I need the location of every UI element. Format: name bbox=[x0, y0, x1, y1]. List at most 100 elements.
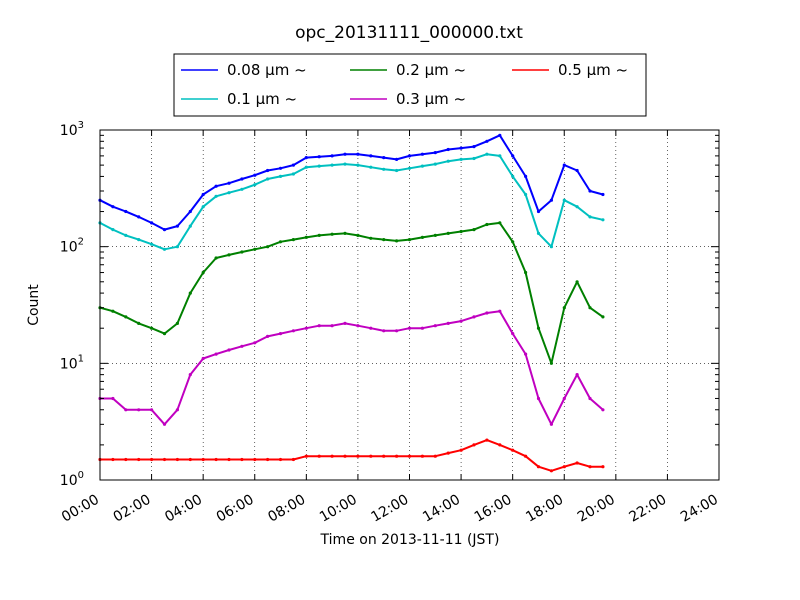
data-point bbox=[601, 192, 605, 197]
data-point bbox=[524, 454, 528, 458]
data-point bbox=[291, 163, 295, 167]
data-point bbox=[369, 154, 373, 158]
data-point bbox=[124, 315, 128, 319]
data-point bbox=[511, 154, 515, 158]
data-point bbox=[601, 408, 605, 412]
data-point bbox=[227, 253, 231, 257]
data-point bbox=[343, 454, 347, 458]
data-point bbox=[227, 191, 231, 195]
data-point bbox=[304, 235, 308, 239]
data-point bbox=[137, 321, 141, 325]
data-point bbox=[253, 183, 257, 187]
legend-label: 0.2 μm ~ bbox=[396, 61, 466, 79]
data-point bbox=[291, 457, 295, 462]
data-point bbox=[356, 324, 360, 328]
data-point bbox=[111, 457, 115, 462]
data-point bbox=[433, 151, 437, 155]
data-point bbox=[575, 168, 579, 173]
data-point bbox=[266, 457, 270, 462]
data-point bbox=[382, 238, 386, 242]
data-point bbox=[588, 465, 592, 469]
data-point bbox=[253, 457, 257, 462]
data-point bbox=[175, 457, 179, 462]
series-layer bbox=[98, 133, 605, 473]
data-point bbox=[278, 240, 283, 244]
data-point bbox=[150, 242, 154, 246]
data-point bbox=[459, 229, 463, 234]
data-point bbox=[343, 321, 347, 325]
data-point bbox=[150, 457, 154, 462]
data-point bbox=[524, 270, 528, 275]
data-point bbox=[420, 454, 424, 458]
data-point bbox=[575, 205, 579, 209]
data-point bbox=[124, 233, 128, 237]
data-point bbox=[536, 209, 541, 214]
data-point bbox=[162, 332, 167, 336]
data-point bbox=[485, 311, 489, 315]
data-point bbox=[201, 192, 205, 197]
data-point bbox=[588, 189, 592, 193]
legend-box bbox=[173, 53, 647, 117]
data-point bbox=[562, 306, 566, 310]
data-point bbox=[369, 326, 373, 330]
data-point bbox=[395, 329, 399, 333]
legend-label: 0.5 μm ~ bbox=[558, 61, 628, 79]
data-point bbox=[162, 228, 167, 232]
data-point bbox=[601, 465, 605, 469]
axis-ticks: 00:00 02:00 04:00 06:00 08:00 10:00 12:00 14:00… bbox=[59, 120, 721, 526]
data-point bbox=[433, 162, 437, 166]
data-point bbox=[214, 457, 218, 462]
data-point bbox=[291, 238, 295, 242]
data-point bbox=[382, 329, 386, 333]
data-point bbox=[536, 465, 541, 469]
data-point bbox=[562, 198, 566, 202]
series-line bbox=[99, 153, 604, 251]
data-point bbox=[330, 454, 334, 458]
data-point bbox=[472, 156, 476, 161]
data-point bbox=[549, 245, 554, 249]
y-tick-label: 103 bbox=[60, 120, 84, 139]
series-line bbox=[99, 134, 604, 231]
data-point bbox=[227, 457, 231, 462]
data-point bbox=[472, 315, 476, 319]
data-point bbox=[549, 422, 554, 426]
data-point bbox=[240, 344, 244, 348]
x-tick-label: 14:00 bbox=[420, 492, 463, 526]
data-point bbox=[266, 177, 270, 181]
data-point bbox=[137, 408, 141, 412]
data-point bbox=[240, 187, 244, 191]
data-point bbox=[214, 184, 218, 188]
data-point bbox=[162, 247, 167, 251]
data-point bbox=[214, 256, 218, 260]
data-point bbox=[407, 238, 412, 242]
x-tick-label: 12:00 bbox=[369, 492, 412, 526]
data-point bbox=[498, 133, 502, 137]
data-point bbox=[291, 172, 295, 176]
data-point bbox=[175, 321, 179, 325]
series-line bbox=[99, 221, 604, 365]
data-point bbox=[356, 233, 360, 237]
data-point bbox=[395, 157, 399, 161]
series-line bbox=[100, 310, 604, 426]
data-point bbox=[124, 408, 128, 412]
data-point bbox=[278, 174, 283, 178]
chart-title: opc_20131111_000000.txt bbox=[295, 23, 523, 43]
data-point bbox=[407, 326, 412, 330]
data-point bbox=[407, 154, 412, 158]
data-point bbox=[536, 326, 541, 330]
data-point bbox=[201, 356, 205, 361]
data-point bbox=[240, 250, 244, 254]
data-point bbox=[524, 352, 528, 356]
data-point bbox=[330, 163, 334, 167]
data-point bbox=[498, 309, 502, 313]
data-point bbox=[304, 156, 308, 160]
data-point bbox=[433, 233, 437, 237]
data-point bbox=[356, 454, 360, 458]
data-point bbox=[343, 162, 347, 166]
data-point bbox=[459, 319, 463, 323]
x-tick-label: 04:00 bbox=[162, 492, 205, 526]
data-point bbox=[111, 205, 115, 209]
data-point bbox=[369, 165, 373, 169]
data-point bbox=[395, 454, 399, 458]
data-point bbox=[369, 454, 373, 458]
